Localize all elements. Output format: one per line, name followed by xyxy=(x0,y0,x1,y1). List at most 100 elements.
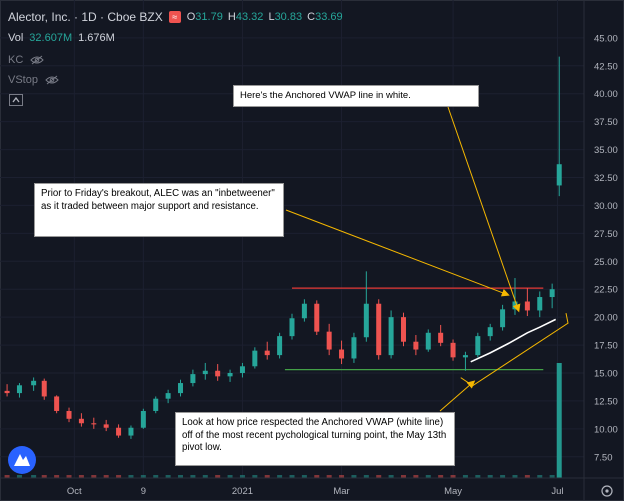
candle xyxy=(314,300,320,336)
candle xyxy=(289,313,295,340)
y-tick-label: 15.00 xyxy=(594,368,618,379)
time-axis-settings-icon[interactable] xyxy=(601,485,613,497)
candle-body xyxy=(153,398,159,411)
candle xyxy=(339,340,345,365)
close-key: C xyxy=(307,11,316,23)
volume-bar xyxy=(31,475,37,478)
candle-body xyxy=(400,317,406,342)
volume-bar xyxy=(376,475,382,478)
candle-body xyxy=(227,372,233,377)
candle-body xyxy=(128,427,134,436)
candle xyxy=(128,425,134,439)
volume-bar xyxy=(252,475,258,478)
candle-body xyxy=(339,349,345,359)
indicator-vstop-legend[interactable]: VStop xyxy=(8,73,60,87)
volume-bars xyxy=(4,363,562,478)
candle-body xyxy=(54,396,60,411)
vwap-annotation[interactable]: Here's the Anchored VWAP line in white. xyxy=(233,85,479,107)
candle-body xyxy=(462,355,468,358)
legend-collapse-button[interactable] xyxy=(8,93,24,107)
candle-body xyxy=(301,303,307,319)
y-tick-label: 45.00 xyxy=(594,33,618,44)
y-tick-label: 7.50 xyxy=(594,452,613,463)
volume-value-1: 32.607M xyxy=(29,32,73,44)
volume-bar xyxy=(363,475,369,478)
candle-body xyxy=(277,336,283,356)
low-value: 30.83 xyxy=(274,11,303,23)
anchored-vwap xyxy=(470,318,557,363)
candle xyxy=(16,383,22,398)
symbol-title[interactable]: Alector, Inc. · 1D · Cboe BZX xyxy=(8,10,163,24)
candle xyxy=(103,419,109,432)
indicator-kc-label: KC xyxy=(8,54,24,66)
volume-bar xyxy=(277,475,283,478)
y-tick-label: 40.00 xyxy=(594,89,618,100)
tradingview-logo-icon[interactable] xyxy=(8,446,36,474)
y-tick-label: 12.50 xyxy=(594,396,618,407)
symbol-legend[interactable]: Alector, Inc. · 1D · Cboe BZX ≈ O31.79 H… xyxy=(8,10,345,24)
grid-lines xyxy=(0,0,584,478)
x-tick-label: Oct xyxy=(67,486,82,497)
y-tick-label: 22.50 xyxy=(594,285,618,296)
volume-bar xyxy=(425,475,431,478)
volume-legend[interactable]: Vol 32.607M 1.676M xyxy=(8,32,115,44)
volume-bar xyxy=(462,475,468,478)
candle-body xyxy=(438,332,444,343)
low-key: L xyxy=(268,11,275,23)
x-tick-label: 2021 xyxy=(232,486,253,497)
candle-body xyxy=(103,424,109,428)
x-tick-label: Mar xyxy=(333,486,349,497)
open-key: O xyxy=(186,11,196,23)
candle xyxy=(239,362,245,378)
eye-hidden-icon[interactable] xyxy=(29,53,45,67)
candle-body xyxy=(376,303,382,356)
chevron-up-icon[interactable] xyxy=(8,93,24,107)
candle xyxy=(425,329,431,352)
candle-body xyxy=(140,410,146,428)
high-value: 43.32 xyxy=(235,11,264,23)
pivot-annotation-text: Look at how price respected the Anchored… xyxy=(182,417,447,453)
volume-bar xyxy=(413,475,419,478)
pivot-annotation[interactable]: Look at how price respected the Anchored… xyxy=(175,412,455,466)
candle-body xyxy=(388,317,394,356)
volume-bar xyxy=(128,475,134,478)
candle-body xyxy=(537,297,543,311)
y-tick-label: 25.00 xyxy=(594,257,618,268)
candle xyxy=(475,332,481,358)
candle-body xyxy=(500,309,506,328)
y-tick-label: 37.50 xyxy=(594,117,618,128)
volume-bar xyxy=(339,475,345,478)
indicator-kc-legend[interactable]: KC xyxy=(8,53,45,67)
candle xyxy=(400,312,406,347)
range-annotation[interactable]: Prior to Friday's breakout, ALEC was an … xyxy=(34,183,284,237)
volume-bar xyxy=(153,475,159,478)
volume-bar xyxy=(78,475,84,478)
x-tick-label: May xyxy=(444,486,462,497)
annotation-arrow xyxy=(439,380,476,412)
candle-body xyxy=(215,370,221,377)
eye-hidden-icon[interactable] xyxy=(44,73,60,87)
volume-bar xyxy=(289,475,295,478)
candle-body xyxy=(178,383,184,394)
candle xyxy=(450,339,456,361)
candle xyxy=(140,408,146,429)
candle xyxy=(438,324,444,347)
candle-body xyxy=(78,418,84,424)
volume-bar xyxy=(190,475,196,478)
candle xyxy=(202,362,208,380)
volume-bar xyxy=(524,475,530,478)
symbol-wave-icon[interactable]: ≈ xyxy=(168,11,181,23)
volume-bar xyxy=(326,475,332,478)
candle-body xyxy=(351,337,357,359)
volume-bar xyxy=(475,475,481,478)
candle xyxy=(78,413,84,427)
y-tick-label: 20.00 xyxy=(594,313,618,324)
volume-bar xyxy=(165,475,171,478)
volume-bar xyxy=(178,475,184,478)
volume-bar xyxy=(116,475,122,478)
candle-body xyxy=(4,390,10,394)
volume-bar xyxy=(388,475,394,478)
high-key: H xyxy=(227,11,236,23)
candle xyxy=(500,304,506,331)
